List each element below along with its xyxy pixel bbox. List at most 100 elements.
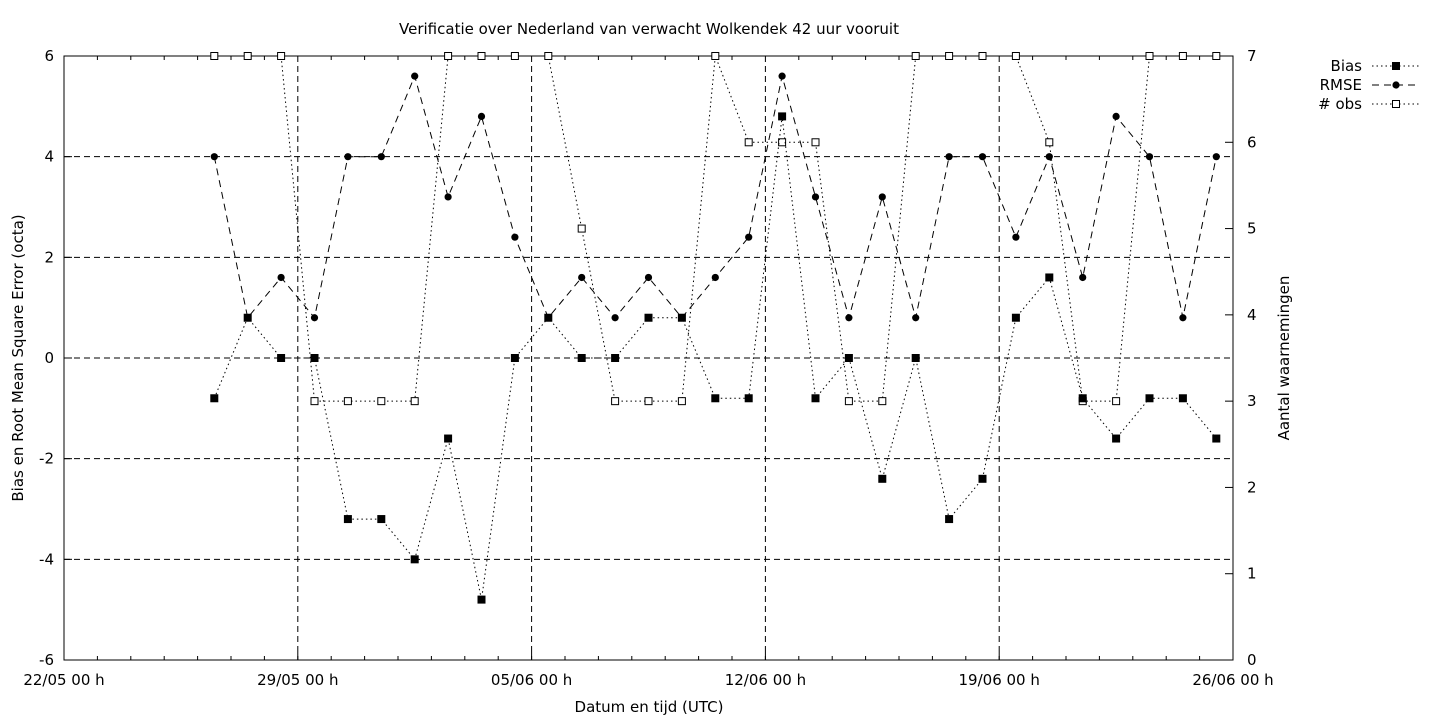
filled-circle-marker (1045, 153, 1053, 161)
filled-square-marker (477, 595, 486, 604)
filled-square-marker (510, 354, 519, 362)
open-square-marker (243, 52, 252, 60)
axis-ticks: 6 4 2 0 -2 -4 -6 7 6 5 4 3 2 1 0 22/05 00 h 29/05 00 h 05… (23, 47, 1273, 689)
filled-square-marker (1078, 394, 1087, 403)
open-square-marker (477, 52, 486, 60)
x-tick-label: 22/05 00 h (23, 671, 104, 689)
y2-tick-label: 7 (1247, 47, 1257, 65)
filled-square-marker (811, 394, 820, 403)
filled-circle-marker (845, 314, 853, 322)
open-square-marker (644, 397, 653, 406)
filled-square-marker (611, 354, 620, 362)
filled-circle-marker (1145, 153, 1154, 161)
x-tick-label: 12/06 00 h (725, 671, 806, 689)
x-tick-label: 26/06 00 h (1192, 671, 1273, 689)
filled-circle-marker (210, 153, 218, 161)
y2-tick-label: 4 (1247, 306, 1257, 324)
open-square-marker (978, 52, 987, 60)
filled-square-marker (844, 354, 853, 362)
filled-circle-marker (978, 153, 987, 161)
open-square-marker (677, 397, 686, 406)
series-line (213, 74, 1217, 320)
filled-circle-marker (1392, 81, 1400, 89)
filled-circle-marker (310, 314, 319, 322)
y2-tick-label: 1 (1247, 565, 1257, 583)
y2-tick-label: 2 (1247, 478, 1257, 496)
filled-square-marker (911, 354, 920, 362)
series-bias (210, 112, 1221, 604)
open-square-marker (377, 397, 386, 406)
filled-square-marker (945, 515, 954, 524)
filled-circle-marker (277, 273, 285, 282)
filled-square-marker (210, 394, 219, 403)
open-square-marker (544, 52, 553, 60)
filled-circle-marker (1012, 233, 1020, 241)
x-axis-label: Datum en tijd (UTC) (575, 698, 724, 716)
filled-circle-marker (1179, 314, 1187, 322)
open-square-marker (878, 397, 887, 406)
open-square-marker (844, 397, 853, 406)
y-axis-label: Bias en Root Mean Square Error (octa) (9, 214, 27, 501)
filled-square-marker (744, 394, 753, 403)
filled-square-marker (978, 474, 987, 483)
filled-circle-marker (444, 193, 452, 201)
filled-circle-marker (778, 72, 786, 80)
open-square-marker (1011, 52, 1020, 60)
series-rmse (210, 72, 1220, 322)
filled-square-marker (711, 394, 720, 403)
y2-tick-label: 3 (1247, 392, 1257, 410)
open-square-marker (1212, 52, 1221, 60)
filled-square-marker (1212, 434, 1221, 443)
y2-tick-label: 0 (1247, 651, 1257, 669)
open-square-marker (277, 52, 286, 60)
filled-circle-marker (477, 112, 486, 120)
filled-circle-marker (644, 273, 653, 282)
series-line (214, 55, 1217, 402)
open-square-marker (210, 52, 219, 60)
filled-square-marker (277, 354, 286, 362)
y-tick-label: -4 (39, 550, 54, 568)
filled-square-marker (410, 555, 419, 564)
filled-circle-marker (711, 273, 719, 282)
filled-circle-marker (578, 273, 586, 282)
legend-label: RMSE (1320, 76, 1362, 94)
filled-circle-marker (878, 193, 886, 201)
filled-square-marker (778, 112, 787, 121)
open-square-marker (811, 138, 820, 147)
filled-square-marker (677, 313, 686, 322)
filled-circle-marker (377, 153, 385, 161)
y-tick-label: -2 (39, 450, 54, 468)
legend-label: Bias (1331, 57, 1363, 75)
open-square-marker (1178, 52, 1187, 60)
open-square-marker (343, 397, 352, 406)
open-square-marker (577, 224, 586, 233)
y-tick-label: 2 (44, 248, 54, 266)
filled-square-marker (1178, 394, 1187, 403)
filled-square-marker (1392, 62, 1400, 70)
y-tick-label: 4 (44, 148, 54, 166)
series-layer (210, 52, 1221, 604)
y2-tick-label: 6 (1247, 133, 1257, 151)
y2-tick-label: 5 (1247, 220, 1257, 238)
open-square-marker (410, 397, 419, 406)
open-square-marker (1112, 397, 1121, 406)
legend-label: # obs (1318, 95, 1362, 113)
filled-circle-marker (1112, 112, 1120, 120)
open-square-marker (1145, 52, 1154, 60)
filled-circle-marker (1212, 153, 1220, 161)
x-tick-label: 29/05 00 h (257, 671, 338, 689)
filled-square-marker (444, 434, 453, 443)
y-tick-label: 0 (44, 349, 54, 367)
chart-title: Verificatie over Nederland van verwacht … (399, 20, 899, 38)
filled-circle-marker (611, 314, 619, 322)
filled-square-marker (1011, 313, 1020, 322)
filled-circle-marker (912, 314, 920, 322)
open-square-marker (744, 138, 753, 147)
filled-square-marker (377, 515, 386, 524)
open-square-marker (711, 52, 720, 60)
open-square-marker (510, 52, 519, 60)
x-tick-label: 19/06 00 h (959, 671, 1040, 689)
filled-circle-marker (745, 233, 753, 241)
filled-square-marker (343, 515, 352, 524)
